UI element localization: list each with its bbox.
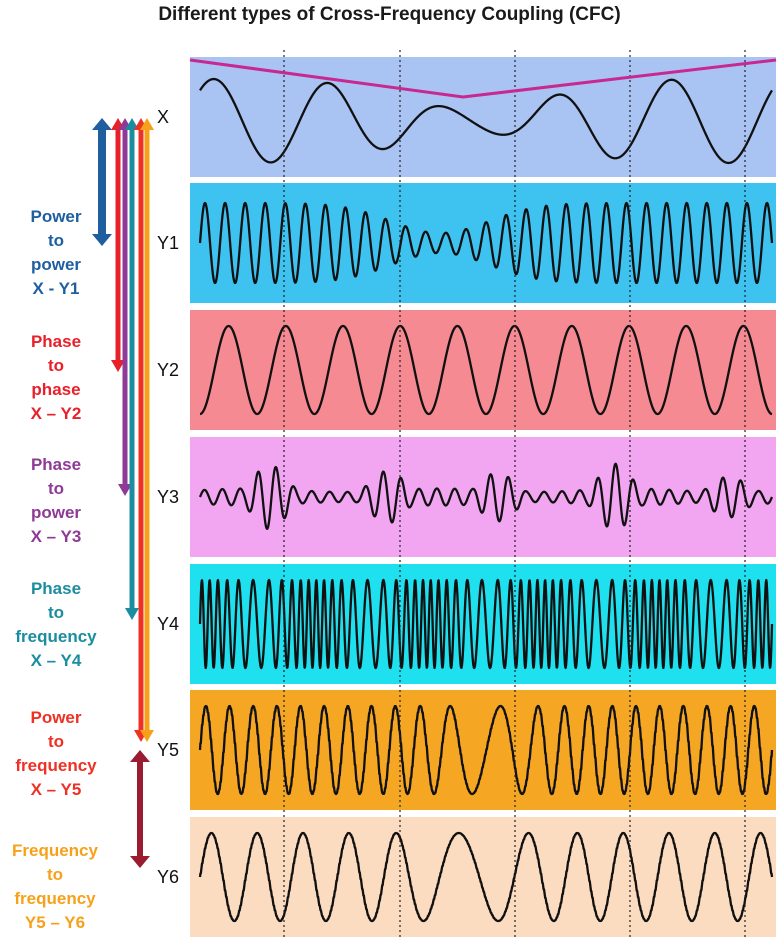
signal-panels: [190, 57, 776, 937]
waveforms: [198, 77, 774, 923]
coupling-label-2: Phase to phase X – Y2: [1, 330, 111, 426]
panel-y3: [190, 437, 776, 557]
coupling-label-line: Frequency: [12, 841, 98, 860]
coupling-label-line: to: [47, 732, 65, 751]
coupling-label-line: to: [46, 865, 64, 884]
signal-labels: X Y1 Y2 Y3 Y4 Y5 Y6: [157, 107, 179, 887]
coupling-label-line: power: [30, 255, 82, 274]
diagram-title: Different types of Cross-Frequency Coupl…: [158, 4, 621, 25]
arrowhead: [92, 234, 112, 246]
coupling-label-5: Power to frequency X – Y5: [1, 706, 111, 802]
coupling-label-line: Phase: [30, 455, 82, 474]
signal-label-y2: Y2: [157, 360, 179, 380]
coupling-arrows: [92, 118, 154, 868]
coupling-label-line: X – Y4: [30, 651, 82, 670]
arrowhead: [125, 608, 139, 620]
signal-label-y5: Y5: [157, 740, 179, 760]
coupling-label-4: Phase to frequency X – Y4: [1, 577, 111, 673]
coupling-label-line: Power: [30, 708, 82, 727]
coupling-label-line: frequency: [15, 627, 97, 646]
coupling-label-line: Phase: [30, 332, 82, 351]
coupling-label-line: frequency: [15, 756, 97, 775]
coupling-label-line: X – Y5: [30, 780, 82, 799]
coupling-label-line: Power: [30, 207, 82, 226]
panel-x: [190, 57, 776, 177]
envelope-line: [189, 58, 777, 99]
signal-label-y1: Y1: [157, 233, 179, 253]
coupling-label-line: X – Y2: [30, 404, 82, 423]
arrowhead: [92, 118, 112, 130]
x-power-envelope: [189, 58, 777, 99]
waveform-x: [199, 77, 773, 165]
coupling-label-line: to: [47, 603, 65, 622]
arrowhead: [111, 360, 125, 372]
coupling-label-line: X – Y3: [30, 527, 82, 546]
arrowhead: [125, 118, 139, 130]
waveform-y3: [198, 462, 774, 530]
coupling-label-1: Power to power X - Y1: [1, 205, 111, 301]
coupling-label-line: to: [47, 231, 65, 250]
coupling-label-3: Phase to power X – Y3: [1, 453, 111, 549]
coupling-label-line: to: [47, 356, 65, 375]
coupling-label-line: X - Y1: [32, 279, 80, 298]
waveform-y4: [198, 578, 774, 670]
arrowhead: [130, 856, 150, 868]
coupling-label-6: Frequency to frequency Y5 – Y6: [0, 839, 110, 935]
coupling-label-line: frequency: [14, 889, 96, 908]
signal-label-x: X: [157, 107, 169, 127]
waveform-y6: [198, 831, 774, 923]
arrowhead: [118, 484, 132, 496]
coupling-label-line: phase: [31, 380, 81, 399]
signal-label-y4: Y4: [157, 614, 179, 634]
arrowhead: [140, 118, 154, 130]
waveform-y1: [198, 201, 774, 285]
waveform-y5: [198, 704, 774, 796]
signal-label-y3: Y3: [157, 487, 179, 507]
coupling-label-line: to: [47, 479, 65, 498]
coupling-label-line: Y5 – Y6: [24, 913, 86, 932]
coupling-label-line: power: [30, 503, 82, 522]
waveform-y2: [199, 324, 773, 416]
coupling-label-line: Phase: [30, 579, 82, 598]
signal-label-y6: Y6: [157, 867, 179, 887]
arrowhead: [140, 730, 154, 742]
panel-y1: [190, 183, 776, 303]
arrowhead: [130, 750, 150, 762]
panel-y6: [190, 817, 776, 937]
